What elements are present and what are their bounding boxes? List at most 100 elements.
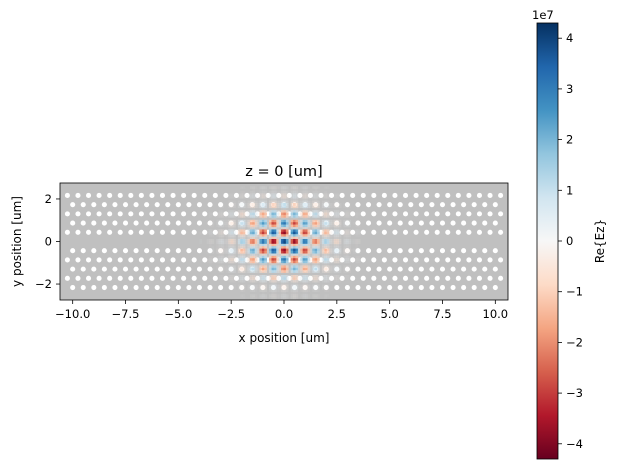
air-hole	[175, 220, 181, 226]
field-cell	[245, 270, 248, 273]
field-cell	[257, 248, 260, 252]
field-cell	[285, 282, 289, 285]
field-cell	[249, 262, 253, 266]
field-cell	[273, 226, 277, 230]
field-cell	[355, 231, 359, 235]
field-cell	[261, 198, 265, 201]
field-cell	[281, 229, 284, 233]
field-cell	[223, 260, 227, 264]
field-cell	[288, 219, 291, 223]
field-cell	[278, 284, 282, 288]
field-cell	[290, 198, 294, 201]
air-hole	[91, 266, 97, 272]
air-hole	[80, 285, 86, 291]
field-cell	[348, 205, 351, 209]
field-cell	[254, 267, 258, 271]
field-cell	[317, 212, 320, 216]
field-cell	[254, 270, 258, 273]
field-cell	[230, 202, 234, 206]
air-hole	[476, 211, 483, 217]
field-cell	[261, 258, 265, 261]
field-cell	[249, 284, 253, 288]
field-cell	[355, 214, 359, 218]
field-cell	[297, 286, 301, 290]
air-hole	[228, 202, 234, 208]
field-cell	[314, 258, 318, 261]
air-hole	[461, 202, 467, 208]
field-cell	[300, 243, 303, 247]
field-cell	[211, 224, 215, 228]
field-cell	[233, 226, 236, 230]
field-cell	[285, 217, 289, 221]
field-cell	[245, 224, 248, 228]
field-cell	[237, 279, 241, 283]
field-cell	[314, 286, 318, 290]
field-cell	[297, 222, 301, 225]
field-cell	[281, 243, 284, 247]
field-cell	[269, 195, 272, 199]
field-cell	[357, 212, 361, 216]
air-hole	[96, 211, 102, 217]
field-cell	[309, 241, 313, 245]
field-cell	[285, 248, 289, 252]
field-cell	[333, 265, 337, 269]
field-cell	[247, 202, 251, 206]
air-hole	[381, 275, 387, 281]
air-hole	[344, 220, 350, 226]
field-cell	[218, 234, 222, 237]
field-cell	[216, 260, 219, 264]
field-cell	[266, 219, 270, 223]
field-cell	[218, 270, 222, 273]
field-cell	[247, 214, 251, 218]
field-cell	[295, 294, 299, 297]
field-cell	[218, 260, 222, 264]
field-cell	[314, 198, 318, 201]
field-cell	[254, 255, 258, 259]
field-cell	[333, 210, 337, 213]
air-hole	[128, 211, 134, 217]
field-cell	[314, 207, 318, 211]
field-cell	[343, 229, 347, 233]
field-cell	[230, 238, 234, 242]
field-cell	[290, 286, 294, 290]
field-cell	[276, 270, 279, 273]
field-cell	[326, 193, 330, 197]
field-cell	[261, 243, 265, 247]
field-cell	[285, 274, 289, 278]
field-cell	[249, 202, 253, 206]
field-cell	[281, 222, 284, 225]
field-cell	[357, 241, 361, 245]
field-cell	[273, 210, 277, 213]
field-cell	[273, 248, 277, 252]
field-cell	[264, 222, 267, 225]
field-cell	[285, 279, 289, 283]
field-cell	[283, 190, 287, 194]
field-cell	[221, 265, 224, 269]
field-cell	[281, 255, 284, 259]
field-cell	[348, 224, 351, 228]
field-cell	[324, 229, 327, 233]
field-cell	[271, 294, 275, 297]
field-cell	[295, 246, 299, 249]
field-cell	[269, 198, 272, 201]
field-cell	[237, 241, 241, 245]
field-cell	[317, 219, 320, 223]
air-hole	[424, 192, 430, 198]
field-cell	[331, 238, 335, 242]
field-cell	[266, 241, 270, 245]
field-cell	[326, 219, 330, 223]
field-cell	[285, 202, 289, 206]
field-cell	[264, 270, 267, 273]
field-cell	[317, 296, 320, 300]
field-cell	[225, 270, 229, 273]
field-cell	[237, 224, 241, 228]
field-cell	[331, 260, 335, 264]
field-cell	[312, 267, 315, 271]
field-cell	[307, 248, 311, 252]
air-hole	[91, 220, 97, 226]
air-hole	[196, 248, 203, 254]
field-cell	[288, 231, 291, 235]
field-cell	[254, 258, 258, 261]
field-cell	[283, 217, 287, 221]
field-cell	[247, 219, 251, 223]
